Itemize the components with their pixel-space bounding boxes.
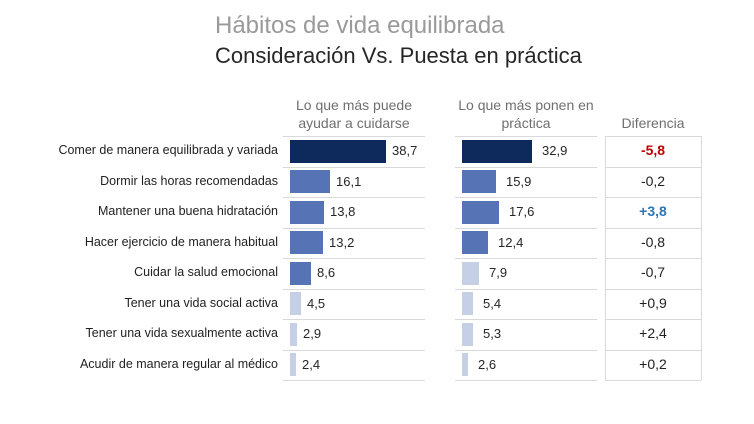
bar-practice — [462, 323, 474, 346]
difference-value: -0,8 — [640, 234, 666, 250]
chart-title: Hábitos de vida equilibrada — [215, 12, 505, 39]
grid-line — [455, 167, 597, 168]
bar-practice — [462, 201, 500, 224]
bar-consideration — [290, 231, 323, 254]
bar-practice — [462, 353, 468, 376]
difference-value: +3,8 — [639, 203, 667, 219]
chart-subtitle: Consideración Vs. Puesta en práctica — [215, 43, 582, 68]
grid-line — [283, 289, 425, 290]
difference-value: +0,2 — [639, 356, 667, 372]
grid-line — [605, 136, 606, 380]
bar-practice-value: 7,9 — [489, 265, 508, 280]
category-label: Comer de manera equilibrada y variada — [58, 143, 278, 157]
bar-practice-value: 12,4 — [498, 235, 524, 250]
grid-line — [283, 167, 425, 168]
grid-line — [701, 136, 702, 380]
category-label: Tener una vida sexualmente activa — [85, 326, 278, 340]
bar-practice — [462, 231, 489, 254]
grid-line — [283, 228, 425, 229]
grid-line — [455, 350, 597, 351]
bar-consideration-value: 13,2 — [329, 235, 355, 250]
bar-practice-value: 5,4 — [483, 296, 502, 311]
bar-consideration-value: 2,4 — [302, 357, 321, 372]
difference-value: -0,2 — [640, 173, 666, 189]
category-label: Hacer ejercicio de manera habitual — [84, 235, 278, 249]
bar-consideration — [290, 353, 296, 376]
grid-line — [283, 350, 425, 351]
grid-line — [455, 289, 597, 290]
grid-line — [283, 319, 425, 320]
difference-value: -5,8 — [640, 142, 666, 158]
difference-value: +2,4 — [639, 325, 667, 341]
grid-line — [283, 258, 425, 259]
column-header-practice: Lo que más ponen en práctica — [458, 97, 594, 131]
grid-line — [605, 258, 701, 259]
difference-value: -0,7 — [640, 264, 666, 280]
bar-practice — [462, 140, 532, 163]
bar-consideration-value: 16,1 — [336, 174, 362, 189]
category-label: Acudir de manera regular al médico — [79, 357, 278, 371]
grid-line — [605, 228, 701, 229]
bar-consideration — [290, 170, 330, 193]
grid-line — [455, 136, 597, 137]
grid-line — [283, 197, 425, 198]
grid-line — [455, 319, 597, 320]
grid-line — [283, 136, 425, 137]
bar-consideration-value: 38,7 — [392, 143, 418, 158]
category-label: Dormir las horas recomendadas — [100, 174, 278, 188]
grid-line — [283, 380, 425, 381]
category-label: Cuidar la salud emocional — [134, 265, 278, 279]
bar-practice-value: 2,6 — [478, 357, 497, 372]
bar-consideration-value: 13,8 — [330, 204, 356, 219]
bar-consideration — [290, 292, 302, 315]
grid-line — [605, 289, 701, 290]
grid-line — [605, 319, 701, 320]
grid-line — [605, 197, 701, 198]
bar-consideration — [290, 201, 325, 224]
bar-practice-value: 17,6 — [509, 204, 535, 219]
bar-consideration-value: 4,5 — [307, 296, 326, 311]
bar-practice-value: 32,9 — [542, 143, 568, 158]
column-header-difference: Diferencia — [621, 115, 685, 131]
bar-practice — [462, 170, 496, 193]
grid-line — [605, 167, 701, 168]
grid-line — [455, 228, 597, 229]
grid-line — [455, 197, 597, 198]
bar-consideration-value: 8,6 — [317, 265, 336, 280]
bar-consideration — [290, 323, 298, 346]
column-header-consideration: Lo que más puede ayudar a cuidarse — [296, 97, 412, 131]
bar-consideration-value: 2,9 — [303, 326, 322, 341]
bar-consideration — [290, 140, 386, 163]
grid-line — [455, 258, 597, 259]
bar-practice-value: 15,9 — [506, 174, 532, 189]
bar-consideration — [290, 262, 312, 285]
difference-value: +0,9 — [639, 295, 667, 311]
category-label: Mantener una buena hidratación — [98, 204, 278, 218]
grid-line — [455, 380, 597, 381]
bar-practice-value: 5,3 — [483, 326, 502, 341]
bar-practice — [462, 292, 474, 315]
grid-line — [605, 350, 701, 351]
grid-line — [605, 136, 701, 137]
grid-line — [605, 380, 701, 381]
category-label: Tener una vida social activa — [124, 296, 278, 310]
bar-practice — [462, 262, 479, 285]
